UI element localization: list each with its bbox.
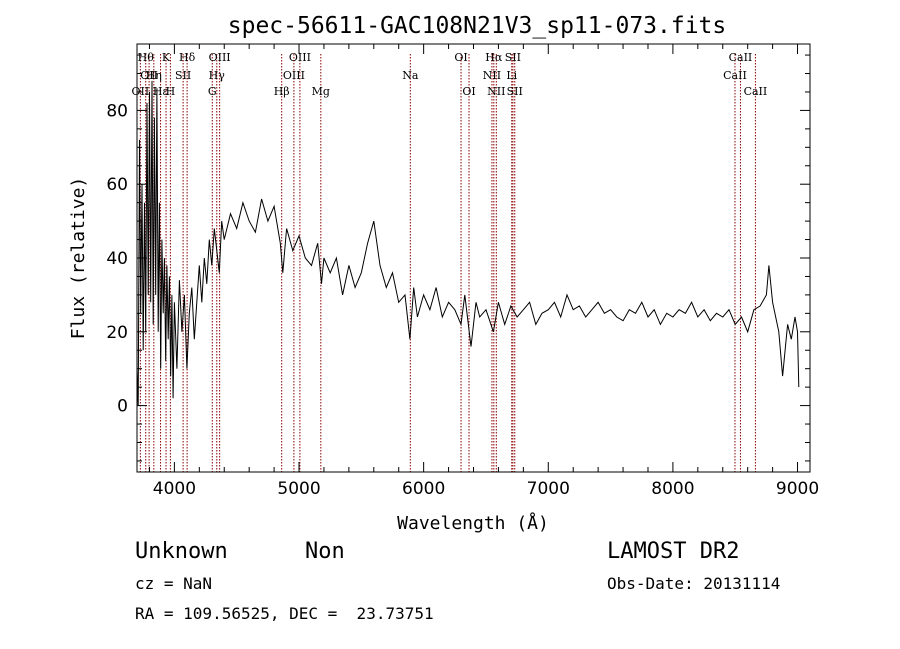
y-tick-label: 0 [117, 397, 128, 417]
spectrum-line [136, 80, 800, 406]
spectral-line-label: Hδ [179, 51, 196, 64]
spectral-line-labels: OIIHθOIIHηHεKHSIIHδGHγOIIIHβOIIIOIIIMgNa… [132, 51, 768, 98]
object-subclass: Non [305, 539, 345, 564]
y-tick-label: 60 [106, 175, 128, 195]
y-tick-label: 40 [106, 249, 128, 269]
spectral-line-label: OIII [209, 51, 231, 64]
spectral-line-label: OI [462, 85, 475, 98]
x-tick-label: 6000 [402, 479, 445, 499]
y-tick-label: 80 [106, 101, 128, 121]
x-tick-label: 4000 [153, 479, 196, 499]
spectral-line-label: SII [505, 51, 521, 64]
spectral-line-label: SII [175, 69, 191, 82]
spectral-line-label: NII [483, 69, 501, 82]
x-tick-label: 9000 [776, 479, 819, 499]
spectral-line-label: CaII [723, 69, 747, 82]
chart-title: spec-56611-GAC108N21V3_sp11-073.fits [228, 13, 727, 39]
spectral-line-label: Hθ [138, 51, 155, 64]
spectral-line-label: NII [487, 85, 505, 98]
spectral-line-label: H [166, 85, 176, 98]
spectral-line-label: CaII [744, 85, 768, 98]
spectral-line-label: Hη [146, 69, 162, 82]
spectral-line-label: OII [140, 69, 158, 82]
redshift-cz: cz = NaN [135, 574, 213, 593]
x-axis-ticks: 4000 5000 6000 7000 8000 9000 [148, 44, 819, 499]
spectral-line-label: OIII [289, 51, 311, 64]
survey-name: LAMOST DR2 [607, 539, 740, 564]
y-tick-label: 20 [106, 323, 128, 343]
spectral-line-label: OIII [283, 69, 305, 82]
object-class: Unknown [135, 539, 228, 564]
spectral-line-label: Hα [485, 51, 503, 64]
spectral-line-label: CaII [729, 51, 753, 64]
observation-date: Obs-Date: 20131114 [607, 574, 781, 593]
spectral-line-markers [139, 54, 756, 472]
x-tick-label: 8000 [651, 479, 694, 499]
y-axis-ticks: 0 20 40 60 80 [106, 54, 810, 462]
spectral-line-label: OI [454, 51, 467, 64]
x-axis-title: Wavelength (Å) [397, 512, 549, 534]
spectral-line-label: Mg [312, 85, 330, 98]
plot-frame [136, 43, 811, 473]
spectral-line-label: Hβ [274, 85, 290, 98]
spectral-line-label: SII [507, 85, 523, 98]
spectral-line-label: Li [506, 69, 517, 82]
x-tick-label: 5000 [277, 479, 320, 499]
y-axis-title: Flux (relative) [68, 177, 89, 340]
coordinates: RA = 109.56525, DEC = 23.73751 [135, 604, 434, 623]
spectral-line-label: Hγ [209, 69, 226, 82]
spectral-line-label: Na [402, 69, 419, 82]
x-tick-label: 7000 [527, 479, 570, 499]
spectral-line-label: K [162, 51, 171, 64]
spectral-line-label: G [208, 85, 217, 98]
